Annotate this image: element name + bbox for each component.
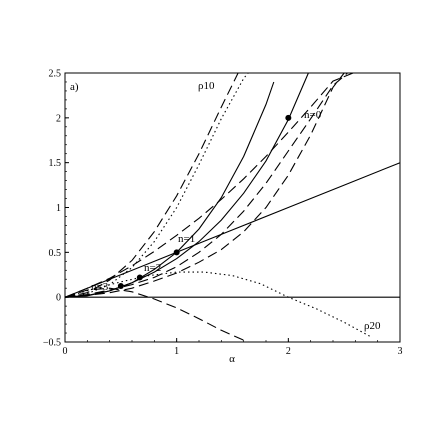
n0-label: n=0 [304,109,322,121]
tick-layer: 0 1 2 3−0.500.511.522.5 [43,69,403,358]
x-tick-label: 0 [63,346,68,357]
n1-label: n=1 [178,233,195,245]
y-tick-label: 2.5 [49,69,62,80]
y-tick-label: 1 [56,203,61,214]
x-axis-label: α [229,353,235,365]
plot-frame [64,72,401,343]
series-layer [64,72,401,343]
y-tick-label: −0.5 [43,338,61,349]
series-line-10 [64,287,249,343]
series-line-7 [64,72,345,298]
y-tick-label: 0.5 [49,248,62,259]
series-line-0 [64,162,401,298]
point-n1 [173,249,180,256]
point-n3 [117,282,124,289]
x-tick-label: 1 [174,346,179,357]
point-n2 [136,274,143,281]
rho10-label: ρ10 [198,80,215,92]
series-line-2 [64,81,275,298]
point-n0 [285,114,292,121]
y-tick-label: 0 [56,293,61,304]
series-line-9 [64,72,348,298]
series-line-5 [64,271,373,338]
series-line-8 [64,72,354,298]
y-tick-label: 1.5 [49,158,62,169]
x-tick-label: 2 [286,346,291,357]
panel-label: a) [70,81,79,93]
n3-label: n=3 [91,281,109,293]
series-line-3 [64,72,309,298]
n2-label: n=2 [144,262,161,274]
rho20-label: ρ20 [364,320,381,332]
series-line-6 [64,72,239,298]
point-layer [117,114,292,289]
y-tick-label: 2 [56,113,61,124]
x-tick-label: 3 [398,346,403,357]
